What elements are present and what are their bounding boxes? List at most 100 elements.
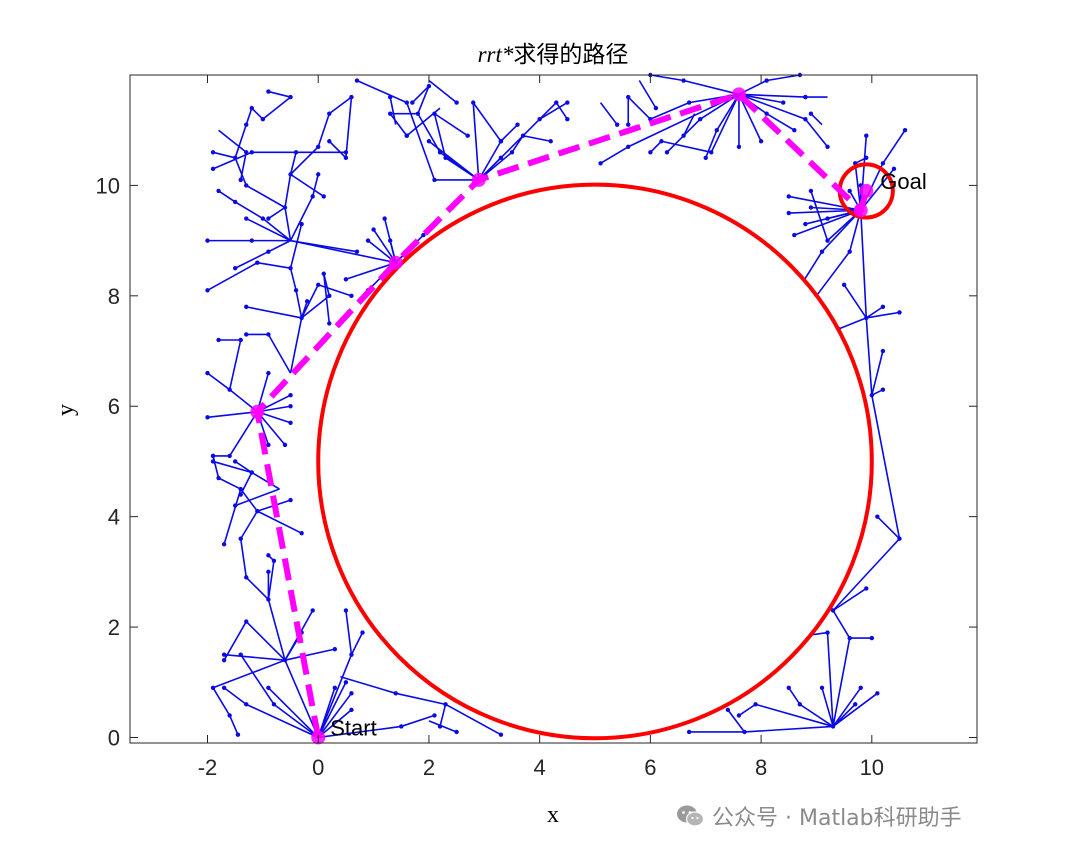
tree-node — [266, 569, 271, 575]
obstacle-layer — [316, 162, 895, 741]
tree-node — [266, 553, 271, 558]
tree-node — [847, 188, 852, 194]
tree-edge — [257, 261, 291, 270]
tree-node — [244, 304, 249, 310]
tree-edge — [262, 217, 292, 242]
tree-node — [664, 150, 670, 155]
tree-node — [244, 216, 249, 221]
tree-edge — [859, 210, 868, 318]
tree-node — [614, 122, 620, 127]
tree-node — [299, 221, 304, 227]
tree-edge — [599, 102, 618, 126]
tree-edge — [865, 317, 873, 396]
x-tick-label: 2 — [423, 755, 435, 780]
tree-edge — [223, 687, 247, 705]
x-tick-label: 8 — [755, 755, 767, 780]
tree-edge — [794, 209, 862, 236]
tree-node — [282, 442, 288, 448]
tree-edge — [788, 687, 801, 705]
tree-node — [825, 216, 830, 221]
tree-node — [819, 685, 825, 690]
tree-node — [803, 94, 808, 100]
tree-node — [221, 657, 227, 663]
tree-edge — [268, 90, 291, 98]
x-axis-label: x — [547, 802, 559, 828]
tree-edge — [300, 284, 319, 319]
tree-node — [266, 685, 271, 690]
tree-edge — [389, 113, 408, 137]
tree-node — [875, 691, 880, 696]
tree-edge — [389, 96, 397, 125]
tree-edge — [267, 687, 319, 739]
tree-node — [205, 238, 210, 243]
tree-node — [454, 729, 459, 735]
tree-edge — [256, 510, 302, 534]
tree-node — [304, 299, 310, 304]
tree-edge — [417, 85, 430, 114]
tree-node — [426, 139, 432, 144]
tree-edge — [871, 350, 884, 396]
y-tick-label: 2 — [108, 615, 120, 640]
tree-node — [498, 155, 504, 161]
tree-edge — [411, 85, 430, 104]
tree-edge — [345, 610, 353, 655]
tree-edge — [522, 134, 551, 143]
tree-node — [221, 542, 227, 547]
tree-edge — [428, 79, 458, 104]
tree-edge — [649, 140, 663, 153]
tree-node — [786, 194, 791, 199]
tree-edge — [212, 460, 253, 474]
tree-edge — [251, 471, 280, 490]
watermark: 公众号 · Matlab科研助手 — [676, 796, 962, 836]
tree-edge — [212, 151, 236, 159]
tree-edge — [832, 692, 878, 728]
tree-node — [853, 702, 858, 707]
tree-edge — [738, 93, 784, 104]
tree-node — [210, 453, 216, 459]
tree-edge — [245, 620, 286, 661]
tree-node — [327, 321, 332, 326]
tree-edge — [267, 334, 292, 374]
tree-edge — [755, 703, 834, 728]
tree-node — [598, 161, 603, 166]
tree-node — [288, 392, 293, 398]
tree-edge — [284, 174, 292, 208]
tree-edge — [716, 93, 740, 131]
tree-edge — [356, 79, 408, 104]
tree-edge — [289, 146, 319, 175]
tree-edge — [710, 93, 740, 153]
path-node — [859, 183, 874, 198]
tree-edge — [245, 184, 286, 209]
tree-node — [288, 497, 293, 503]
tree-node — [321, 194, 326, 199]
tree-edge — [727, 709, 746, 733]
plot-area-frame — [129, 74, 978, 744]
tree-edge — [810, 190, 829, 241]
tree-edge — [301, 295, 330, 319]
tree-edge — [383, 218, 397, 263]
tree-node — [238, 652, 243, 657]
tree-node — [221, 685, 227, 690]
tree-node — [343, 277, 349, 282]
tree-node — [244, 332, 249, 337]
tree-node — [410, 100, 415, 105]
tree-node — [332, 685, 338, 690]
y-tick-label: 10 — [96, 173, 120, 198]
tree-edge — [788, 195, 861, 212]
wechat-icon — [677, 805, 704, 827]
tree-node — [299, 531, 304, 536]
tree-node — [758, 139, 764, 144]
tree-edge — [627, 96, 651, 120]
tree-edge — [256, 411, 286, 446]
tree-edge — [406, 107, 441, 137]
start-label: Start — [330, 715, 376, 740]
tree-node — [781, 100, 786, 105]
tree-node — [703, 155, 708, 161]
tree-node — [808, 205, 814, 210]
tree-edge — [472, 102, 502, 142]
tree-node — [548, 139, 553, 144]
goal-label: Goal — [880, 169, 926, 194]
tree-edge — [267, 560, 275, 600]
tree-edge — [228, 339, 242, 390]
tree-edge — [234, 250, 269, 269]
